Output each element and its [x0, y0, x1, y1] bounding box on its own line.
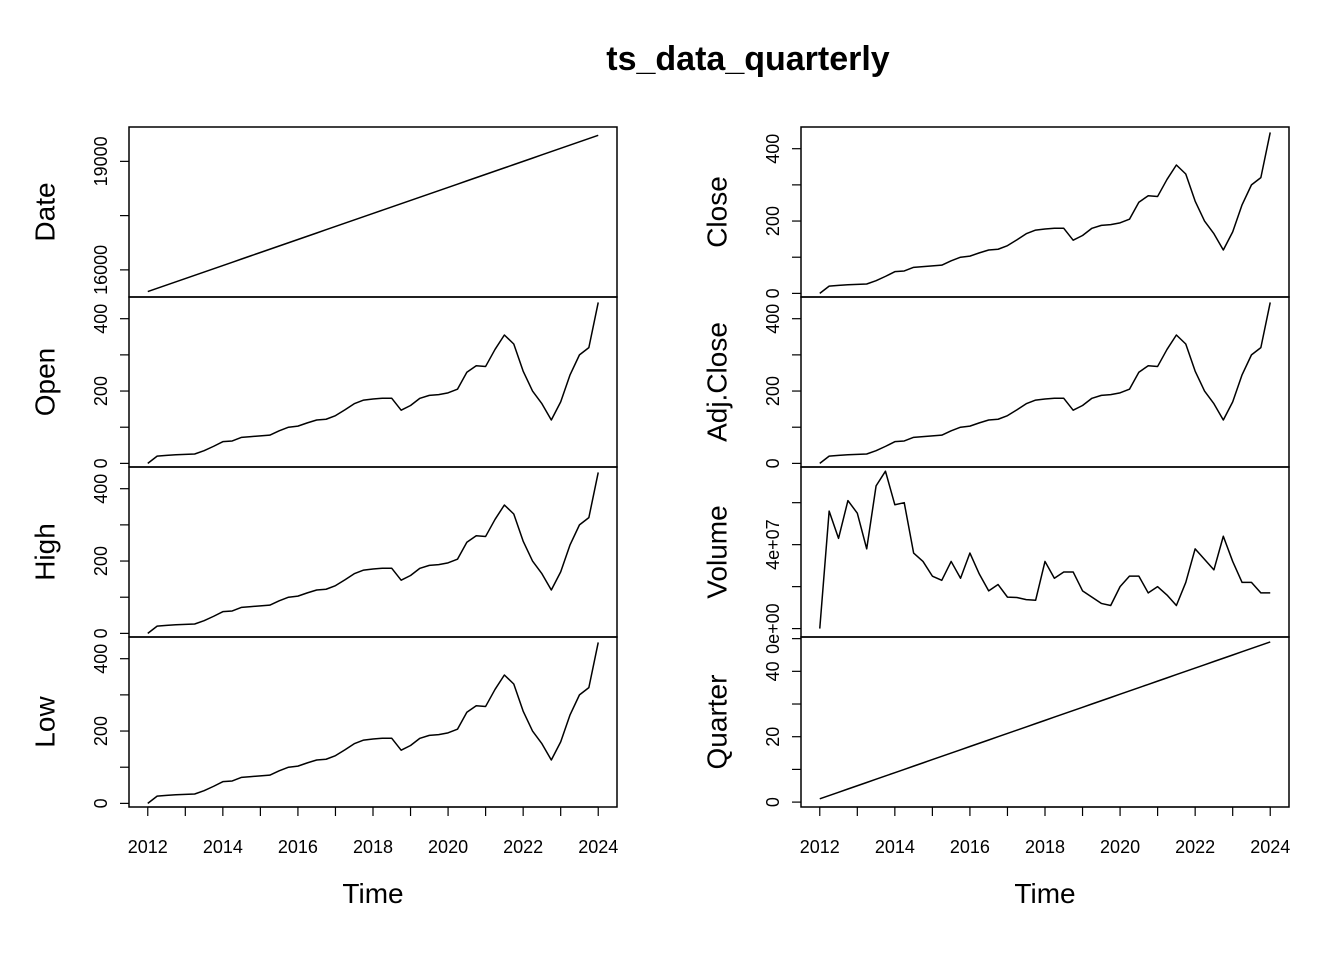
panel-frame: [128, 466, 618, 638]
x-tick-label: 2022: [503, 837, 543, 857]
y-tick-label: 40: [763, 661, 783, 681]
y-tick-label: 16000: [91, 245, 111, 295]
x-axis: 2012 2014 2016 2018 2020 2022 2024 Time: [800, 806, 1290, 909]
series-label: Open: [29, 348, 60, 417]
y-tick-label: 19000: [91, 136, 111, 186]
series-line: [147, 134, 599, 293]
panel-frame: [128, 296, 618, 468]
y-tick-label: 400: [91, 304, 111, 334]
series-line: [819, 132, 1271, 294]
panel-frame: [800, 126, 1290, 298]
y-tick-label: 0: [91, 628, 111, 638]
y-tick-label: 200: [91, 716, 111, 746]
y-tick-label: 20: [763, 727, 783, 747]
y-tick-label: 0: [91, 458, 111, 468]
panel-frame: [800, 466, 1290, 638]
series-label: Volume: [701, 505, 732, 598]
x-axis-label: Time: [1014, 878, 1075, 909]
x-axis-label: Time: [342, 878, 403, 909]
series-line: [819, 302, 1271, 464]
panel-close: 0 200 400 Close: [701, 126, 1290, 298]
series-label: Low: [29, 696, 60, 748]
series-line: [147, 642, 599, 804]
x-axis: 2012 2014 2016 2018 2020 2022 2024 Time: [128, 806, 618, 909]
panel-date: 16000 19000 Date: [29, 126, 618, 298]
series-line: [147, 302, 599, 464]
x-tick-label: 2014: [875, 837, 915, 857]
x-tick-label: 2020: [428, 837, 468, 857]
series-label: High: [29, 523, 60, 581]
y-tick-label: 4e+07: [763, 519, 783, 570]
panel-quarter: 0 20 40 Quarter: [701, 636, 1290, 808]
x-tick-label: 2012: [128, 837, 168, 857]
series-line: [819, 641, 1271, 800]
y-tick-label: 0: [763, 458, 783, 468]
y-tick-label: 0: [91, 798, 111, 808]
panel-low: 0 200 400 Low: [29, 636, 618, 808]
x-tick-label: 2018: [353, 837, 393, 857]
y-tick-label: 400: [763, 134, 783, 164]
x-tick-label: 2016: [950, 837, 990, 857]
column-1: 16000 19000 Date 0 200 400 Open 0 200 400 High 0 200…: [29, 126, 618, 909]
y-tick-label: 0: [763, 288, 783, 298]
series-label: Close: [701, 176, 732, 248]
panels: 1600019000Date0200400Open0200400High0200…: [29, 126, 1290, 909]
x-tick-label: 2024: [1250, 837, 1290, 857]
panel-volume: 0e+00 4e+07 Volume: [701, 466, 1290, 654]
panel-frame: [128, 636, 618, 808]
y-tick-label: 0e+00: [763, 603, 783, 654]
x-tick-label: 2016: [278, 837, 318, 857]
y-tick-label: 200: [763, 376, 783, 406]
x-tick-label: 2014: [203, 837, 243, 857]
x-tick-label: 2018: [1025, 837, 1065, 857]
y-tick-label: 200: [91, 376, 111, 406]
series-label: Quarter: [701, 675, 732, 770]
x-tick-label: 2020: [1100, 837, 1140, 857]
series-label: Date: [29, 182, 60, 241]
y-tick-label: 400: [91, 474, 111, 504]
panel-open: 0 200 400 Open: [29, 296, 618, 468]
series-label: Adj.Close: [701, 322, 732, 442]
x-tick-label: 2022: [1175, 837, 1215, 857]
panel-high: 0 200 400 High: [29, 466, 618, 638]
y-tick-label: 200: [763, 206, 783, 236]
x-tick-label: 2024: [578, 837, 618, 857]
series-line: [147, 472, 599, 634]
y-tick-label: 400: [763, 304, 783, 334]
y-tick-label: 0: [763, 797, 783, 807]
chart-title: ts_data_quarterly: [606, 40, 890, 78]
x-tick-label: 2012: [800, 837, 840, 857]
column-2: 0200400Close0200400Adj.Close0e+004e+07Vo…: [701, 126, 1290, 909]
y-tick-label: 400: [91, 644, 111, 674]
panel-frame: [800, 296, 1290, 468]
panel-adj-close: 0 200 400 Adj.Close: [701, 296, 1290, 468]
y-tick-label: 200: [91, 546, 111, 576]
series-line: [819, 470, 1271, 629]
panel-frame: [800, 636, 1290, 808]
panel-frame: [128, 126, 618, 298]
